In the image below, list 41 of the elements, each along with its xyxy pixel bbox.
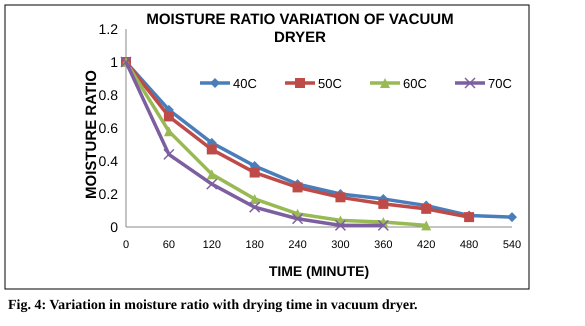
legend-label: 60C (403, 76, 427, 91)
point (378, 220, 390, 232)
point (206, 178, 218, 190)
x-tick-label: 120 (202, 239, 221, 251)
x-tick-label: 420 (417, 239, 436, 251)
point (164, 111, 174, 122)
point (206, 169, 217, 180)
point (163, 148, 175, 160)
y-tick-label: 1 (110, 54, 118, 70)
point (250, 168, 260, 178)
caption: Fig. 4: Variation in moisture ratio with drying time in vacuum dryer. (8, 298, 418, 313)
x-tick-label: 540 (502, 239, 522, 251)
y-tick-label: 0.4 (98, 153, 118, 169)
point (421, 204, 432, 214)
chart-title: MOISTURE RATIO VARIATION OF VACUUM DRYER (146, 11, 454, 46)
x-axis-title: TIME (MINUTE) (268, 263, 370, 279)
point (335, 192, 346, 202)
x-tick-label: 60 (162, 239, 176, 251)
point (507, 212, 517, 222)
x-tick-label: 480 (460, 239, 478, 251)
point (378, 198, 388, 209)
point (421, 220, 432, 230)
point (248, 201, 260, 213)
x-tick-label: 300 (331, 239, 350, 251)
y-tick-label: 0.2 (98, 186, 118, 202)
point (292, 182, 303, 192)
x-tick-label: 0 (122, 239, 130, 251)
legend-label: 40C (233, 76, 257, 91)
y-tick-label: 1.2 (98, 21, 118, 37)
legend-label: 50C (318, 76, 342, 91)
legend-label: 70C (488, 76, 512, 91)
y-axis-title: MOISTURE RATIO (83, 70, 100, 199)
x-tick-label: 240 (288, 239, 307, 251)
point (292, 213, 304, 224)
y-tick-label: 0 (110, 219, 118, 235)
point (334, 220, 346, 232)
x-tick-label: 180 (245, 239, 264, 251)
y-tick-label: 0.8 (98, 87, 118, 103)
x-tick-label: 360 (374, 239, 393, 251)
point (206, 144, 217, 154)
y-tick-label: 0.6 (98, 120, 118, 136)
